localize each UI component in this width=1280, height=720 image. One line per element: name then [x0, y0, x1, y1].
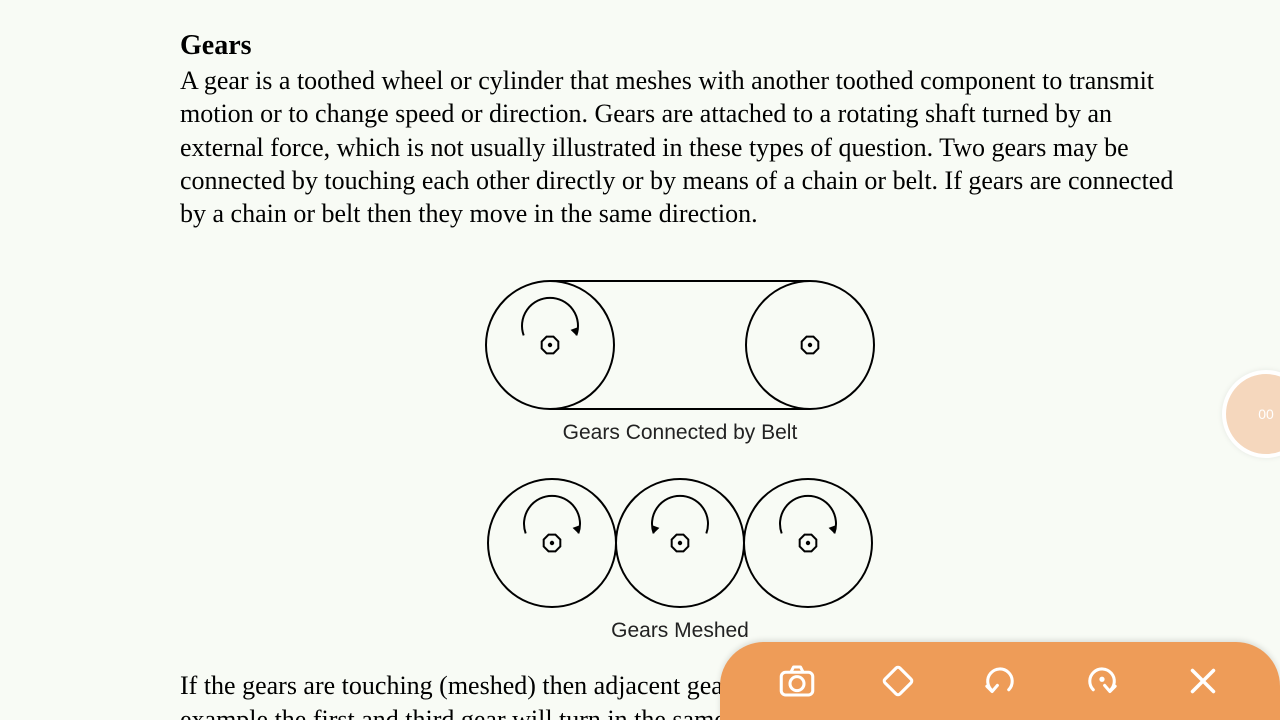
paragraph-1: A gear is a toothed wheel or cylinder th…	[180, 64, 1180, 230]
undo-icon	[979, 660, 1021, 702]
redo-button[interactable]	[1077, 656, 1127, 706]
section-heading: Gears	[180, 30, 1180, 62]
camera-icon	[776, 660, 818, 702]
diagram-meshed: Gears Meshed	[180, 473, 1180, 643]
undo-button[interactable]	[975, 656, 1025, 706]
caption-belt: Gears Connected by Belt	[180, 421, 1180, 445]
diamond-icon	[877, 660, 919, 702]
belt-diagram-svg	[470, 275, 890, 415]
bottom-toolbar	[720, 642, 1280, 720]
timer-bubble[interactable]: 00	[1222, 370, 1280, 458]
camera-button[interactable]	[772, 656, 822, 706]
diagram-belt: Gears Connected by Belt	[180, 275, 1180, 445]
shapes-button[interactable]	[873, 656, 923, 706]
close-icon	[1182, 660, 1224, 702]
caption-meshed: Gears Meshed	[180, 619, 1180, 643]
timer-text: 00	[1258, 406, 1274, 422]
close-button[interactable]	[1178, 656, 1228, 706]
document-content: Gears A gear is a toothed wheel or cylin…	[180, 30, 1180, 720]
meshed-diagram-svg	[472, 473, 888, 613]
redo-swirl-icon	[1081, 660, 1123, 702]
